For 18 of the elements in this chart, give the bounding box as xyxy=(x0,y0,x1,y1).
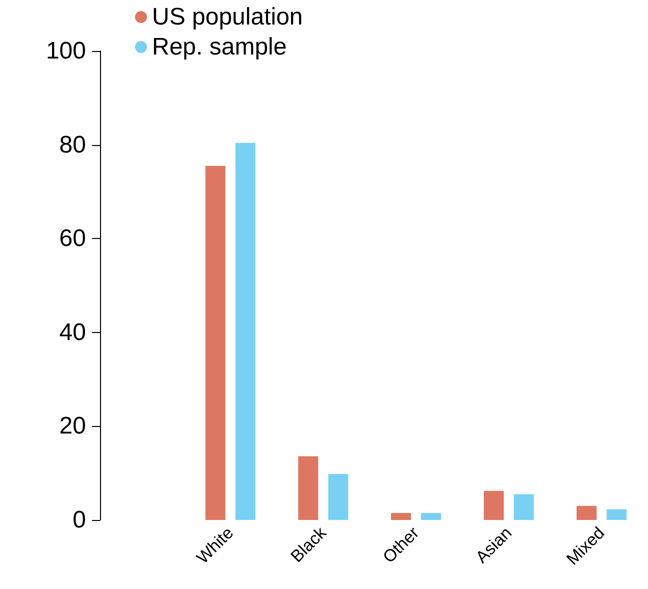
bar xyxy=(421,512,441,520)
bar xyxy=(391,512,411,520)
y-tick-label: 80 xyxy=(59,131,86,158)
y-tick-label: 20 xyxy=(59,412,86,440)
y-tick-label: 40 xyxy=(59,318,86,346)
bar xyxy=(235,142,256,520)
bar xyxy=(298,456,318,520)
legend-label: US population xyxy=(152,4,303,30)
bar xyxy=(514,494,534,520)
y-tick-label: 100 xyxy=(46,38,86,64)
bar xyxy=(328,474,348,520)
bar xyxy=(205,166,226,520)
bar xyxy=(576,506,597,520)
legend-label: Rep. sample xyxy=(152,34,287,60)
bar xyxy=(484,490,504,520)
y-tick-label: 0 xyxy=(72,506,86,534)
bar xyxy=(606,509,627,520)
y-tick-label: 60 xyxy=(59,225,86,252)
